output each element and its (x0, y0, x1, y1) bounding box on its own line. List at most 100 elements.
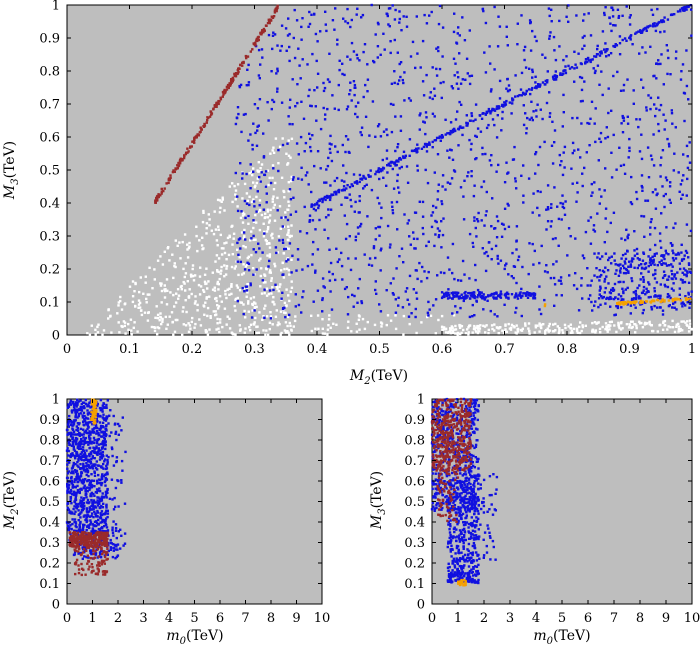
data-point (308, 219, 312, 222)
data-point (414, 211, 418, 214)
data-point (206, 287, 209, 290)
data-point (329, 208, 333, 211)
data-point (312, 207, 316, 211)
data-point (346, 138, 350, 141)
data-point (207, 213, 210, 216)
data-point (482, 9, 485, 13)
data-point (653, 252, 656, 256)
data-point (631, 43, 634, 46)
data-point (93, 470, 96, 473)
data-point (380, 216, 383, 220)
data-point (489, 62, 492, 65)
data-point (545, 264, 548, 267)
data-point (681, 63, 685, 66)
data-point (84, 465, 87, 468)
data-point (675, 297, 679, 300)
data-point (172, 276, 175, 280)
data-point (70, 470, 74, 473)
data-point (312, 300, 315, 303)
data-point (72, 461, 75, 465)
data-point (459, 306, 462, 310)
data-point (464, 332, 468, 335)
data-point (65, 428, 69, 432)
data-point (99, 534, 102, 537)
data-point (231, 243, 234, 246)
data-point (679, 267, 682, 271)
data-point (284, 330, 288, 333)
data-point (356, 226, 360, 229)
data-point (374, 135, 377, 138)
data-point (487, 110, 490, 113)
data-point (480, 219, 483, 222)
data-point (105, 526, 109, 529)
data-point (99, 427, 103, 430)
data-point (376, 21, 380, 25)
data-point (647, 264, 650, 268)
data-point (120, 479, 123, 482)
data-point (104, 522, 107, 525)
data-point (272, 100, 276, 104)
data-point (402, 261, 405, 264)
data-point (641, 259, 645, 262)
data-point (100, 504, 103, 508)
data-point (558, 330, 561, 333)
data-point (106, 463, 109, 466)
data-point (77, 568, 81, 571)
data-point (391, 209, 394, 212)
data-point (217, 288, 220, 291)
data-point (100, 544, 103, 547)
data-point (82, 501, 85, 505)
y-tick-label: 0.6 (39, 131, 60, 146)
data-point (544, 83, 547, 86)
data-point (395, 163, 398, 167)
data-point (104, 533, 107, 537)
data-point (352, 80, 356, 83)
data-point (435, 136, 439, 140)
data-point (591, 328, 594, 332)
data-point (93, 430, 96, 433)
data-point (352, 305, 355, 308)
data-point (422, 232, 425, 236)
data-point (433, 115, 436, 118)
data-point (399, 158, 403, 161)
data-point (606, 135, 610, 139)
data-point (91, 532, 94, 536)
data-point (353, 93, 356, 97)
data-point (590, 194, 593, 197)
data-point (656, 192, 659, 195)
data-point (294, 105, 297, 108)
data-point (418, 128, 421, 131)
data-point (196, 249, 199, 253)
data-point (306, 171, 309, 174)
data-point (463, 292, 466, 295)
data-point (185, 151, 188, 154)
data-point (571, 182, 574, 185)
data-point (101, 416, 104, 419)
data-point (343, 214, 346, 217)
data-point (634, 289, 637, 293)
data-point (67, 405, 71, 408)
data-point (242, 287, 246, 290)
data-point (532, 295, 535, 298)
data-point (458, 326, 462, 329)
data-point (510, 323, 514, 327)
data-point (675, 323, 678, 326)
data-point (238, 85, 242, 89)
data-point (446, 256, 450, 259)
data-point (590, 100, 594, 103)
data-point (213, 286, 216, 289)
data-point (583, 34, 586, 38)
data-point (108, 497, 112, 500)
data-point (288, 32, 291, 36)
data-point (377, 23, 380, 26)
data-point (91, 541, 95, 545)
data-point (596, 212, 599, 215)
data-point (595, 267, 598, 270)
data-point (550, 203, 553, 206)
data-point (322, 81, 325, 85)
data-point (536, 206, 539, 210)
data-point (98, 539, 101, 542)
data-point (130, 329, 133, 332)
data-point (115, 456, 119, 459)
data-point (649, 96, 653, 100)
